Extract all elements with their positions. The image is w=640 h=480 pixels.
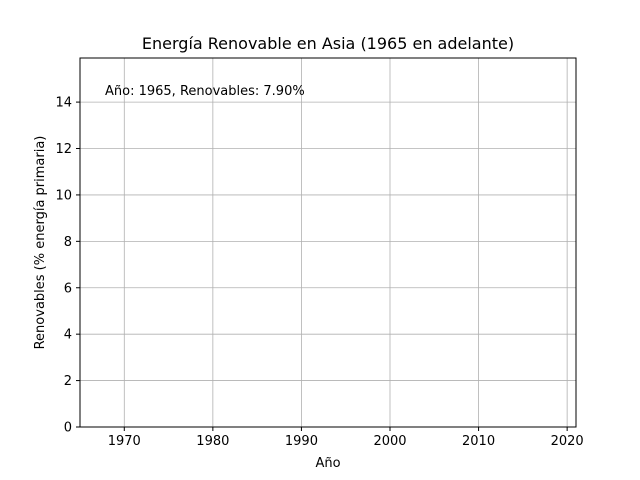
y-tick-label: 8: [64, 235, 72, 250]
x-tick-label: 1990: [285, 434, 318, 449]
x-tick-label: 2010: [462, 434, 495, 449]
y-tick-label: 12: [55, 142, 72, 157]
x-tick-label: 2020: [551, 434, 584, 449]
x-tick-label: 2000: [373, 434, 406, 449]
y-tick-label: 6: [64, 281, 72, 296]
chart-title: Energía Renovable en Asia (1965 en adela…: [142, 34, 514, 53]
plot-frame: [79, 57, 577, 428]
grid: [80, 58, 576, 428]
chart-annotation: Año: 1965, Renovables: 7.90%: [105, 84, 305, 99]
y-tick-label: 10: [55, 188, 72, 203]
y-axis-label: Renovables (% energía primaria): [33, 136, 48, 350]
y-tick-label: 14: [55, 96, 72, 111]
y-axis: 0 2 4 6 8 10 12 14: [55, 96, 80, 436]
y-tick-label: 2: [64, 374, 72, 389]
x-tick-label: 1970: [108, 434, 141, 449]
y-tick-label: 4: [64, 328, 72, 343]
y-tick-label: 0: [64, 421, 72, 436]
x-tick-label: 1980: [196, 434, 229, 449]
x-axis-label: Año: [315, 456, 340, 471]
x-axis: 1970 1980 1990 2000 2010 2020: [108, 427, 584, 449]
